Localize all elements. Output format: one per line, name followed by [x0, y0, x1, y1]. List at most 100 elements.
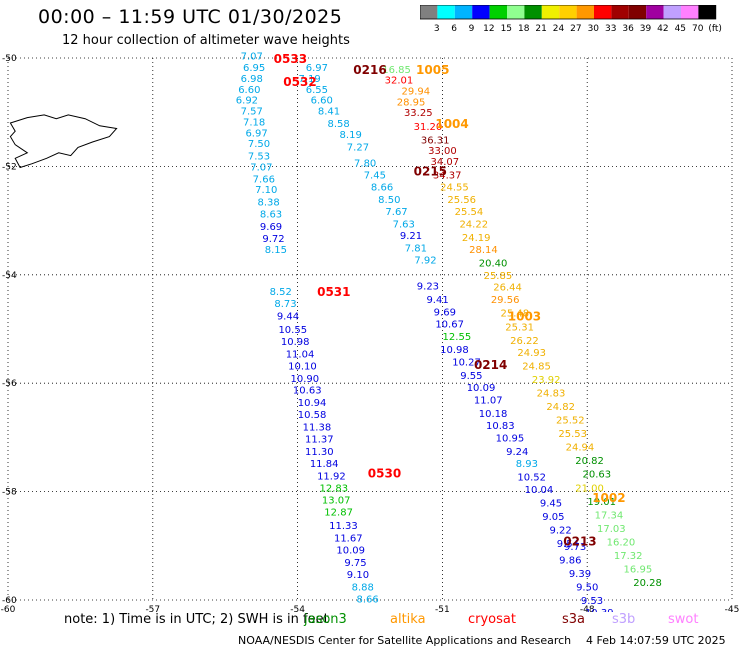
wave-height-label: 9.45: [540, 498, 562, 509]
wave-height-label: 10.95: [496, 433, 525, 444]
wave-height-label: 10.67: [435, 320, 464, 331]
wave-height-label: 8.73: [274, 299, 296, 310]
wave-height-label: 6.60: [238, 85, 260, 96]
wave-height-label: 11.38: [303, 423, 332, 434]
lat-tick-label: -52: [2, 162, 17, 172]
wave-height-label: 7.18: [243, 117, 265, 128]
satellite-cryosat: cryosat: [468, 612, 516, 627]
pass-time-label: 0533: [274, 52, 307, 66]
wave-height-label: 24.22: [459, 219, 488, 230]
wave-height-label: 6.95: [243, 63, 265, 74]
legend-label: 45: [675, 24, 686, 34]
lon-tick-label: -51: [435, 605, 450, 612]
falkland-coastline: [9, 114, 118, 169]
legend-swatch: [541, 5, 560, 19]
wave-height-label: 11.67: [334, 534, 363, 545]
wave-height-label: 11.84: [310, 459, 339, 470]
legend-swatch: [524, 5, 542, 19]
credit-text: NOAA/NESDIS Center for Satellite Applica…: [238, 634, 572, 647]
wave-height-label: 8.88: [352, 582, 374, 593]
wave-height-label: 24.82: [546, 402, 575, 413]
wave-height-label: 32.01: [385, 76, 414, 87]
wave-height-label: 19.01: [587, 497, 616, 508]
page-title: 00:00 – 11:59 UTC 01/30/2025: [38, 6, 343, 28]
wave-height-label: 7.81: [405, 244, 427, 255]
legend-label: 15: [501, 24, 512, 34]
wave-height-label: 10.39: [585, 608, 614, 612]
wave-height-label: 10.18: [479, 409, 508, 420]
wave-height-label: 7.10: [255, 185, 277, 196]
wave-height-label: 25.31: [505, 322, 534, 333]
wave-height-label: 8.63: [260, 210, 282, 221]
lat-tick-label: -60: [2, 596, 17, 606]
wave-height-label: 9.39: [569, 569, 591, 580]
wave-height-label: 9.24: [506, 447, 528, 458]
wave-height-label: 9.05: [542, 512, 564, 523]
wave-height-label: 8.58: [327, 119, 349, 130]
pass-time-label: 0530: [368, 467, 401, 481]
legend-swatch: [663, 5, 681, 19]
lat-tick-label: -50: [2, 54, 17, 64]
wave-height-label: 7.66: [253, 174, 275, 185]
wave-height-label: 10.94: [298, 398, 327, 409]
pass-time-label: 1004: [435, 117, 468, 131]
wave-height-label: 10.63: [293, 386, 322, 397]
legend-swatch: [628, 5, 647, 19]
legend-label: 27: [570, 24, 581, 34]
wave-height-label: 24.94: [566, 443, 595, 454]
legend-label: 18: [518, 24, 530, 34]
wave-height-label: 9.23: [417, 282, 439, 293]
wave-height-label: 11.30: [305, 447, 334, 458]
wave-height-label: 8.66: [371, 182, 393, 193]
pass-time-label: 0216: [353, 63, 386, 77]
legend-label: 24: [553, 24, 565, 34]
wave-height-label: 9.21: [400, 231, 422, 242]
lat-tick-label: -58: [2, 488, 17, 498]
wave-height-label: 8.52: [270, 287, 292, 298]
wave-height-label: 24.85: [522, 361, 551, 372]
legend-swatch: [420, 5, 438, 19]
wave-height-label: 11.04: [286, 349, 315, 360]
wave-height-label: 7.67: [385, 207, 407, 218]
legend-swatch: [489, 5, 507, 19]
wave-height-label: 9.55: [460, 371, 482, 382]
wave-height-label: 7.53: [248, 152, 270, 163]
wave-height-label: 10.27: [452, 358, 481, 369]
wave-height-label: 6.97: [245, 128, 267, 139]
wave-height-label: 9.22: [550, 526, 572, 537]
legend-label: 3: [434, 24, 440, 34]
wave-height-label: 31.20: [414, 122, 443, 133]
wave-height-label: 25.54: [455, 207, 484, 218]
wave-height-label: 10.52: [517, 472, 546, 483]
wave-height-label: 9.69: [260, 222, 282, 233]
wave-height-label: 7.07: [250, 162, 272, 173]
legend-label: (ft): [708, 24, 722, 34]
legend-swatch: [437, 5, 455, 19]
wave-height-label: 10.58: [298, 410, 327, 421]
lon-tick-label: -60: [1, 605, 16, 612]
color-legend: 3 6 9 12 15 18 21 24 27 30 33 36 39 42 45 70 (ft): [420, 5, 722, 34]
wave-height-label: 7.57: [241, 107, 263, 118]
wave-height-label: 7.50: [248, 139, 270, 150]
wave-height-label: 29.56: [491, 295, 520, 306]
wave-height-label: 25.56: [447, 195, 476, 206]
wave-height-map: -60 -57 -54 -51 -48 -45 -50 -52 -54 -56 -58 -60 7.07…: [1, 51, 740, 612]
wave-height-label: 12.83: [319, 483, 348, 494]
footer-note: note: 1) Time is in UTC; 2) SWH is in fe…: [64, 612, 329, 627]
wave-height-label: 7.27: [347, 142, 369, 153]
satellite-altika: altika: [390, 612, 426, 627]
wave-height-label: 9.10: [347, 570, 369, 581]
pass-time-label: 0215: [414, 165, 447, 179]
wave-height-label: 9.41: [426, 295, 448, 306]
legend-swatch: [576, 5, 594, 19]
legend-label: 36: [622, 24, 634, 34]
wave-height-label: 20.82: [575, 456, 604, 467]
wave-height-label: 8.41: [318, 107, 340, 118]
wave-height-label: 16.85: [382, 65, 411, 76]
lat-tick-label: -56: [2, 379, 17, 389]
wave-height-label: 10.10: [288, 361, 317, 372]
legend-label: 33: [605, 24, 616, 34]
wave-height-label: 9.86: [559, 555, 581, 566]
legend-swatch: [594, 5, 612, 19]
wave-height-label: 11.33: [329, 521, 358, 532]
